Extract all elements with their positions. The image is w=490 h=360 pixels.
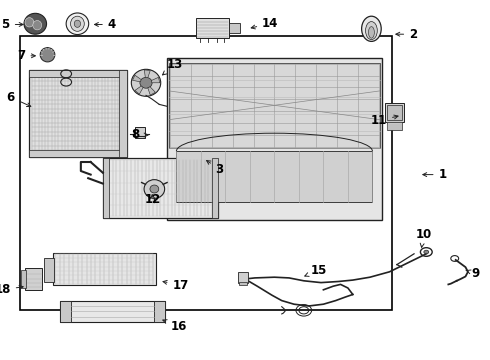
- Bar: [196, 18, 229, 38]
- Bar: [53, 253, 156, 285]
- Bar: [29, 150, 127, 157]
- Bar: [44, 258, 54, 282]
- Bar: [135, 127, 145, 138]
- Text: 14: 14: [251, 17, 278, 30]
- Ellipse shape: [150, 185, 159, 193]
- Bar: [103, 158, 109, 218]
- Ellipse shape: [74, 20, 80, 27]
- Text: 10: 10: [416, 228, 432, 247]
- Text: 12: 12: [145, 193, 161, 206]
- Bar: [238, 272, 248, 283]
- Bar: [229, 23, 240, 33]
- Text: 17: 17: [163, 279, 189, 292]
- Text: 11: 11: [371, 114, 398, 127]
- Bar: [385, 103, 404, 122]
- Bar: [167, 58, 382, 220]
- Bar: [24, 268, 42, 290]
- Bar: [29, 70, 127, 157]
- Bar: [154, 301, 165, 322]
- Text: 18: 18: [0, 283, 23, 296]
- Text: 5: 5: [1, 18, 23, 31]
- Bar: [387, 122, 402, 130]
- Text: 1: 1: [423, 168, 447, 181]
- Text: 13: 13: [163, 58, 183, 75]
- Ellipse shape: [144, 180, 165, 198]
- Ellipse shape: [366, 22, 377, 40]
- Text: 15: 15: [305, 264, 327, 276]
- Bar: [176, 151, 372, 202]
- Polygon shape: [151, 77, 160, 83]
- Bar: [103, 158, 218, 218]
- Bar: [212, 158, 218, 218]
- Polygon shape: [148, 87, 155, 95]
- Bar: [60, 301, 71, 322]
- Ellipse shape: [131, 69, 161, 96]
- Bar: [20, 36, 392, 310]
- Ellipse shape: [71, 16, 84, 31]
- Text: 4: 4: [95, 18, 116, 31]
- Ellipse shape: [140, 77, 152, 88]
- Polygon shape: [145, 70, 150, 78]
- Bar: [21, 270, 26, 288]
- Ellipse shape: [25, 18, 34, 27]
- Bar: [169, 63, 380, 148]
- Bar: [60, 301, 165, 322]
- Polygon shape: [135, 86, 143, 94]
- Ellipse shape: [33, 21, 42, 30]
- Bar: [239, 282, 247, 285]
- Text: 3: 3: [207, 161, 224, 176]
- Text: 9: 9: [466, 267, 480, 280]
- Ellipse shape: [362, 16, 381, 41]
- Ellipse shape: [368, 27, 374, 38]
- Bar: [29, 70, 127, 77]
- Ellipse shape: [66, 13, 89, 35]
- Text: 2: 2: [396, 28, 417, 41]
- Polygon shape: [133, 75, 141, 82]
- Text: 6: 6: [6, 91, 31, 107]
- Bar: [119, 70, 127, 157]
- Text: 7: 7: [17, 49, 35, 62]
- Ellipse shape: [24, 13, 47, 34]
- Ellipse shape: [40, 48, 55, 62]
- Text: 8: 8: [131, 129, 148, 141]
- Bar: [387, 105, 402, 120]
- Text: 16: 16: [163, 320, 187, 333]
- Ellipse shape: [424, 250, 429, 254]
